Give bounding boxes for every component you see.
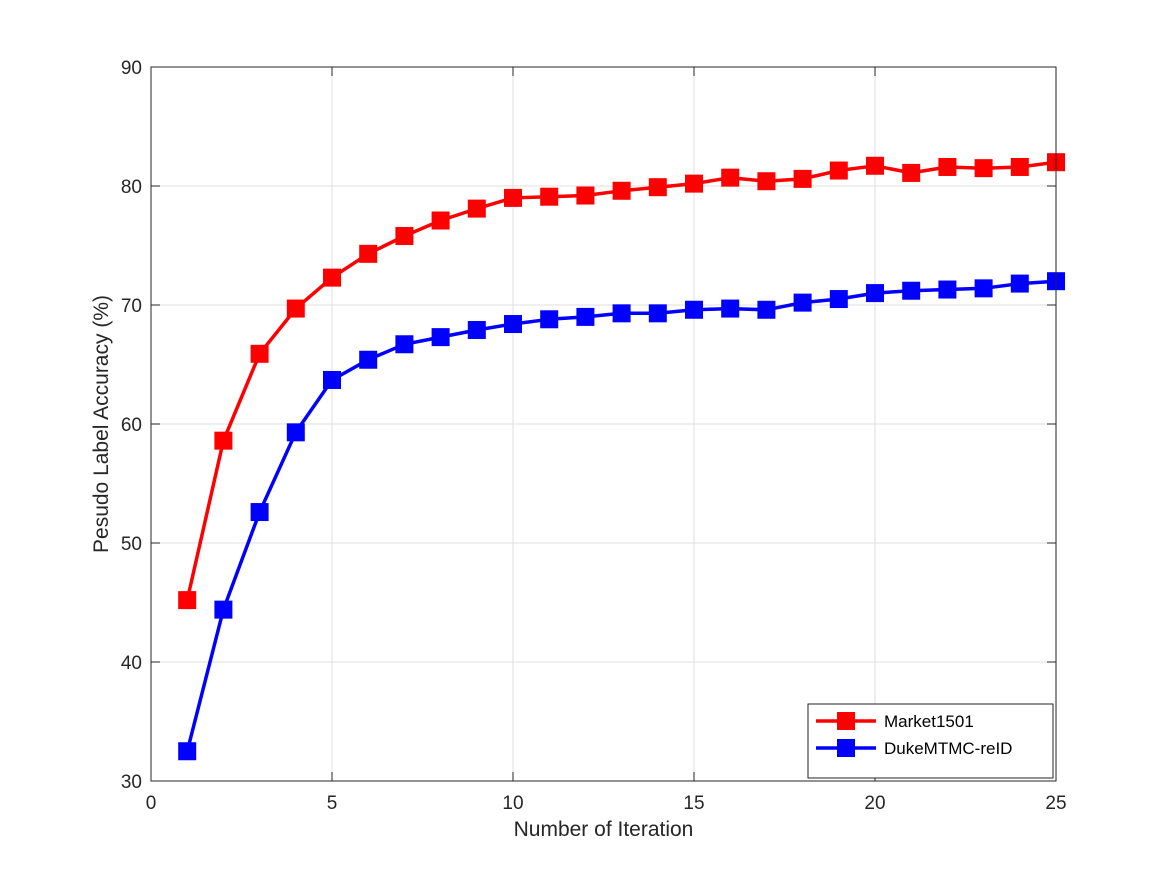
data-point xyxy=(1010,157,1029,176)
data-point xyxy=(431,211,450,230)
data-point xyxy=(286,423,305,442)
data-point xyxy=(757,300,776,319)
data-point xyxy=(395,226,414,245)
data-point xyxy=(685,300,703,319)
data-point xyxy=(323,370,341,389)
data-point xyxy=(467,199,486,218)
legend-marker xyxy=(837,712,855,730)
data-point xyxy=(685,174,703,193)
legend-label: DukeMTMC-reID xyxy=(884,739,1012,758)
data-point xyxy=(793,293,812,312)
y-tick-label: 70 xyxy=(121,296,142,317)
data-point xyxy=(793,169,812,188)
data-point xyxy=(938,280,957,299)
data-point xyxy=(866,156,884,175)
series-layer xyxy=(178,153,1065,761)
data-point xyxy=(359,244,378,263)
data-point xyxy=(974,279,993,298)
data-point xyxy=(178,742,197,761)
data-point xyxy=(974,159,993,178)
legend: Market1501 DukeMTMC-reID xyxy=(807,703,1054,779)
data-point xyxy=(250,344,269,363)
data-point xyxy=(395,335,414,354)
x-tick-label: 15 xyxy=(683,793,704,814)
x-tick-label: 25 xyxy=(1045,793,1066,814)
data-point xyxy=(250,503,269,522)
y-tick-label: 50 xyxy=(121,534,142,555)
data-point xyxy=(323,268,341,287)
data-point xyxy=(721,299,740,318)
data-point xyxy=(467,320,486,339)
x-tick-label: 10 xyxy=(502,793,523,814)
data-point xyxy=(576,307,595,326)
data-point xyxy=(504,315,522,334)
data-point xyxy=(866,284,884,303)
data-point xyxy=(612,304,631,323)
data-point xyxy=(757,172,776,191)
data-point xyxy=(540,310,559,329)
data-point xyxy=(721,168,740,187)
legend-item: Market1501 xyxy=(816,712,974,731)
data-point xyxy=(178,591,197,610)
data-point xyxy=(504,188,522,207)
legend-marker xyxy=(837,739,855,757)
ticks: 0 5 10 15 20 25 30 40 50 60 70 80 90 xyxy=(121,58,1067,814)
data-point xyxy=(938,157,957,176)
data-point xyxy=(431,328,450,347)
data-point xyxy=(214,431,233,450)
data-point xyxy=(540,187,559,206)
data-point xyxy=(612,181,631,200)
data-point xyxy=(829,161,848,180)
series-dukemtmc-reid xyxy=(178,272,1065,761)
data-point xyxy=(286,299,305,318)
x-axis-label: Number of Iteration xyxy=(514,818,694,841)
data-point xyxy=(648,304,667,323)
x-tick-label: 20 xyxy=(864,793,885,814)
data-point xyxy=(359,350,378,369)
data-point xyxy=(214,600,233,619)
legend-label: Market1501 xyxy=(884,712,974,731)
data-point xyxy=(902,163,921,182)
y-tick-label: 30 xyxy=(121,772,142,793)
x-tick-label: 5 xyxy=(327,793,338,814)
y-tick-label: 60 xyxy=(121,415,142,436)
data-point xyxy=(576,186,595,205)
x-tick-label: 0 xyxy=(146,793,157,814)
series-market1501 xyxy=(178,153,1065,610)
grid xyxy=(150,66,1057,782)
y-tick-label: 80 xyxy=(121,177,142,198)
y-axis-label: Pesudo Label Accuracy (%) xyxy=(90,295,113,553)
data-point xyxy=(829,290,848,309)
data-point xyxy=(648,178,667,197)
y-tick-label: 40 xyxy=(121,653,142,674)
legend-item: DukeMTMC-reID xyxy=(816,739,1012,758)
data-point xyxy=(902,281,921,300)
data-point xyxy=(1010,274,1029,293)
y-tick-label: 90 xyxy=(121,58,142,79)
